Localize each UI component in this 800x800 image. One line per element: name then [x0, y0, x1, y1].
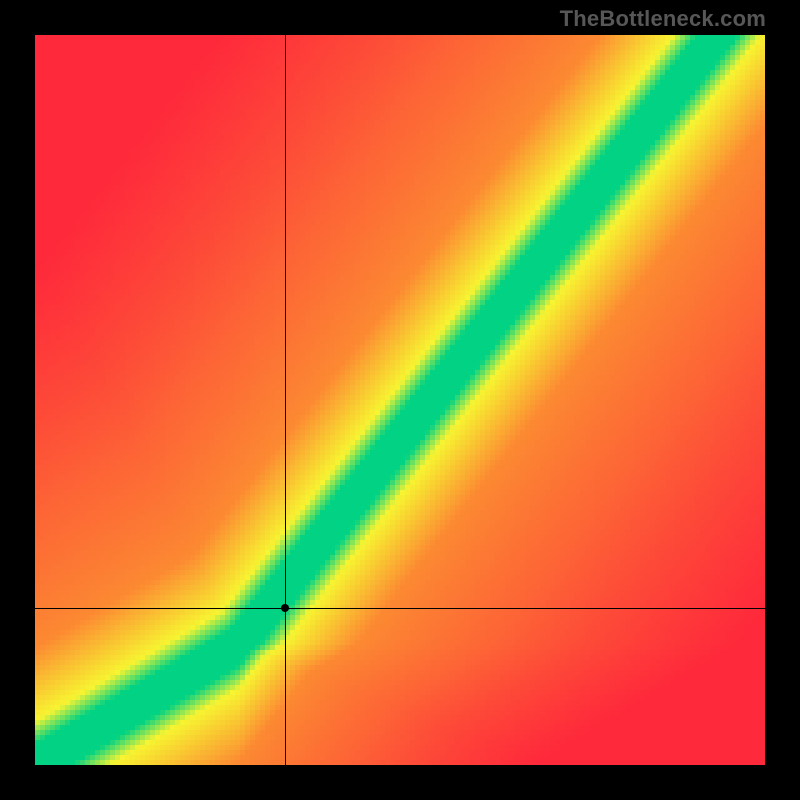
bottleneck-heatmap	[35, 35, 765, 765]
plot-area	[35, 35, 765, 765]
chart-container: TheBottleneck.com	[0, 0, 800, 800]
watermark-text: TheBottleneck.com	[560, 6, 766, 32]
